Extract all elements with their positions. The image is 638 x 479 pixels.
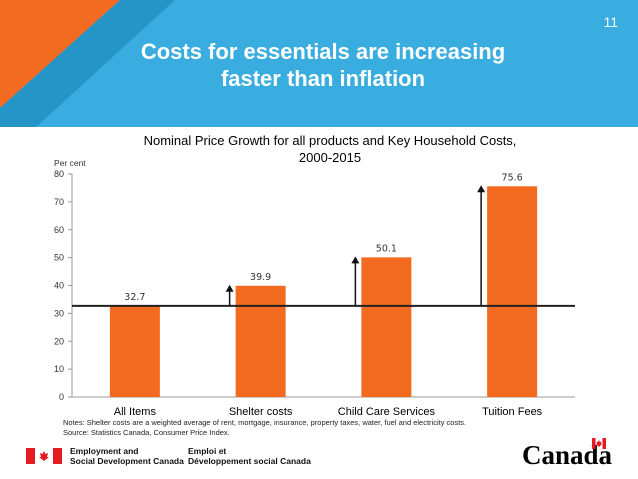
category-label: All Items (114, 406, 157, 417)
y-tick-label: 50 (54, 253, 64, 263)
category-label: Child Care Services (338, 406, 436, 417)
header-decoration (0, 0, 175, 127)
category-label: Tuition Fees (482, 406, 543, 417)
notes-source: Source: Statistics Canada, Consumer Pric… (63, 428, 230, 437)
slide-header: 11 Costs for essentials are increasing f… (0, 0, 638, 127)
bar-2 (361, 257, 412, 397)
y-tick-label: 80 (54, 169, 64, 179)
slide-title-line2: faster than inflation (220, 66, 426, 91)
data-label: 75.6 (502, 172, 523, 183)
y-tick-label: 60 (54, 225, 64, 235)
bar-3 (487, 186, 538, 397)
growth-arrow-head (351, 256, 360, 264)
y-axis-label: Per cent (54, 158, 86, 168)
y-tick-label: 0 (59, 392, 64, 402)
slide-title: Costs for essentials are increasing fast… (88, 38, 558, 92)
wordmark-flag-icon (592, 438, 606, 449)
bar-0 (109, 305, 160, 397)
category-label: Shelter costs (229, 406, 293, 417)
chart-title-line2: 2000-2015 (299, 150, 361, 165)
notes-line1: Notes: Shelter costs are a weighted aver… (63, 418, 467, 427)
y-tick-label: 10 (54, 364, 64, 374)
y-tick-label: 70 (54, 197, 64, 207)
growth-arrow-head (477, 185, 486, 193)
department-name-fr: Emploi et Développement social Canada (188, 446, 311, 466)
data-label: 50.1 (376, 243, 397, 254)
chart-title-line1: Nominal Price Growth for all products an… (144, 133, 517, 148)
slide-number: 11 (603, 14, 618, 30)
bar-chart: Nominal Price Growth for all products an… (54, 133, 575, 417)
dept-en-line2: Social Development Canada (70, 456, 184, 466)
y-tick-label: 40 (54, 281, 64, 291)
dept-fr-line1: Emploi et (188, 446, 227, 456)
department-name-en: Employment and Social Development Canada (70, 446, 184, 466)
dept-en-line1: Employment and (70, 446, 139, 456)
y-tick-label: 30 (54, 308, 64, 318)
dept-fr-line2: Développement social Canada (188, 456, 311, 466)
y-tick-label: 20 (54, 336, 64, 346)
data-label: 39.9 (250, 272, 271, 283)
growth-arrow-head (225, 284, 234, 292)
chart-notes: Notes: Shelter costs are a weighted aver… (63, 418, 466, 438)
blue-stripe-shape (0, 0, 175, 127)
data-label: 32.7 (124, 292, 145, 303)
slide-title-line1: Costs for essentials are increasing (140, 39, 506, 64)
bar-1 (235, 285, 286, 397)
canada-flag-icon (26, 448, 62, 464)
